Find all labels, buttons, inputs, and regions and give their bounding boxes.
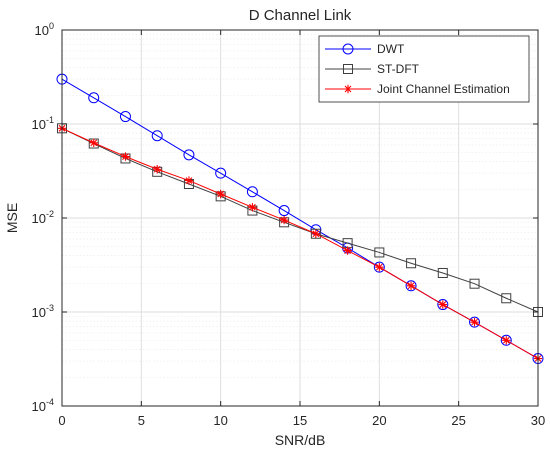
series-layer (56, 73, 544, 365)
data-point (184, 176, 194, 185)
legend-label: ST-DFT (377, 62, 420, 76)
data-point (88, 92, 100, 104)
y-axis-title: MSE (4, 203, 20, 233)
ticks: 0 5 10 15 20 25 30 10-4 10-3 10-2 10-1 100 (32, 21, 546, 428)
x-tick-label: 15 (293, 413, 307, 428)
data-point (373, 261, 385, 273)
x-tick-label: 30 (531, 413, 545, 428)
data-point (121, 152, 130, 161)
chart-title: D Channel Link (249, 7, 352, 24)
data-point (278, 205, 290, 217)
data-point (375, 262, 384, 272)
legend-label: DWT (377, 42, 405, 56)
data-point (311, 229, 321, 238)
legend: DWT ST-DFT Joint Channel Estimation (318, 35, 530, 103)
data-point (470, 317, 479, 327)
data-point (406, 281, 416, 290)
data-point (119, 111, 131, 123)
x-tick-label: 10 (213, 413, 227, 428)
data-point (405, 280, 417, 292)
data-point (183, 149, 195, 161)
series (57, 124, 543, 363)
y-tick-label: 10-3 (32, 303, 54, 320)
x-tick-label: 5 (138, 413, 145, 428)
data-point (438, 300, 447, 309)
x-tick-label: 20 (372, 413, 386, 428)
data-point (500, 334, 512, 346)
data-point (246, 186, 258, 198)
data-point (153, 165, 162, 174)
x-tick-label: 0 (58, 413, 65, 428)
series-line (61, 127, 539, 359)
data-point (469, 278, 480, 289)
data-point (310, 228, 321, 239)
x-tick-label: 25 (451, 413, 465, 428)
data-point (343, 84, 353, 94)
data-point (89, 138, 98, 148)
data-point (151, 130, 163, 142)
y-tick-label: 100 (35, 21, 54, 38)
data-point (406, 258, 417, 269)
data-point (502, 336, 511, 345)
data-point (215, 167, 227, 179)
data-point (437, 299, 449, 311)
x-axis-title: SNR/dB (275, 432, 326, 448)
data-point (343, 246, 352, 255)
data-point (279, 215, 289, 225)
y-tick-label: 10-2 (32, 209, 54, 226)
y-tick-label: 10-4 (32, 397, 54, 414)
data-point (343, 64, 353, 74)
data-point (469, 316, 481, 328)
y-tick-label: 10-1 (32, 115, 54, 132)
data-point (216, 189, 225, 199)
data-point (437, 267, 448, 278)
data-point (374, 247, 385, 258)
series-line (61, 127, 539, 313)
data-point (342, 43, 354, 55)
data-point (248, 203, 257, 212)
legend-label: Joint Channel Estimation (377, 82, 510, 96)
data-point (501, 293, 512, 304)
